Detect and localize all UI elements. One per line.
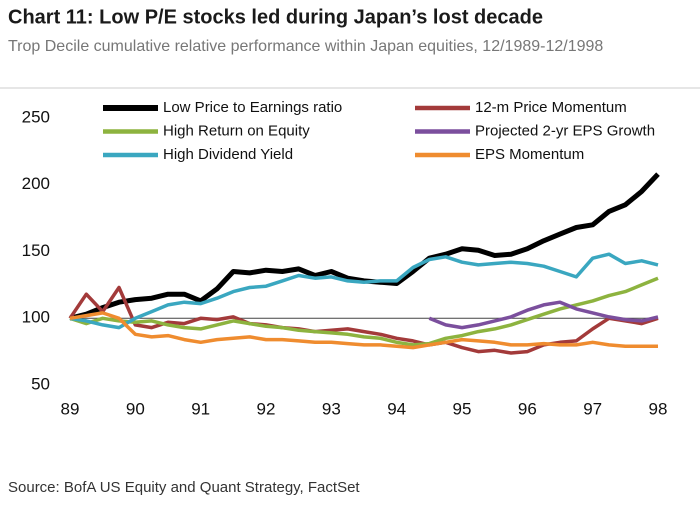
x-tick-label: 91 [191,399,210,418]
legend-label: EPS Momentum [475,146,584,163]
y-tick-label: 50 [31,374,50,393]
legend-label: High Dividend Yield [163,146,293,163]
x-tick-label: 97 [583,399,602,418]
series-line [69,311,658,350]
x-tick-label: 93 [322,399,341,418]
x-tick-label: 95 [453,399,472,418]
series-line [68,285,659,355]
source: Source: BofA US Equity and Quant Strateg… [8,479,360,496]
x-tick-label: 94 [387,399,406,418]
y-tick-label: 250 [22,107,50,126]
series-line [69,172,660,321]
series-line [428,300,659,330]
x-tick-label: 96 [518,399,537,418]
series-line [69,276,659,347]
x-tick-label: 89 [61,399,80,418]
x-tick-label: 92 [257,399,276,418]
legend-label: 12-m Price Momentum [475,99,627,116]
chart-title: Chart 11: Low P/E stocks led during Japa… [8,6,543,28]
legend-label: Low Price to Earnings ratio [163,99,342,116]
x-tick-label: 90 [126,399,145,418]
chart-subtitle: Trop Decile cumulative relative performa… [8,38,603,55]
legend-label: Projected 2-yr EPS Growth [475,122,655,139]
x-tick-label: 98 [649,399,668,418]
y-tick-label: 150 [22,241,50,260]
y-tick-label: 200 [22,174,50,193]
y-tick-label: 100 [22,308,50,327]
series-line [69,252,659,330]
legend-label: High Return on Equity [163,122,310,139]
